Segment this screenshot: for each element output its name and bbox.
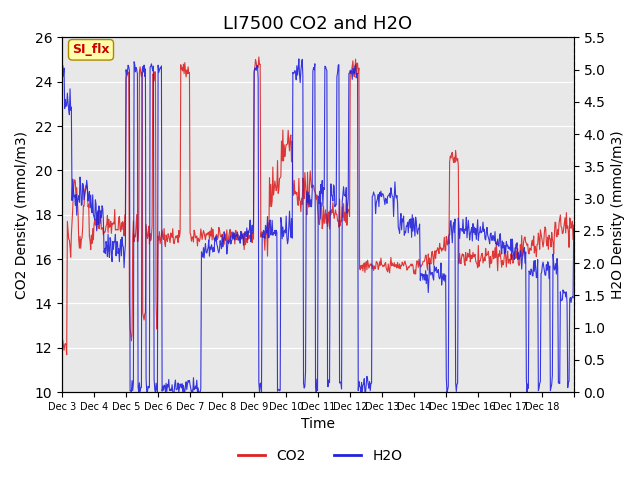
Text: SI_flx: SI_flx bbox=[72, 43, 110, 56]
Legend: CO2, H2O: CO2, H2O bbox=[232, 443, 408, 468]
X-axis label: Time: Time bbox=[301, 418, 335, 432]
Title: LI7500 CO2 and H2O: LI7500 CO2 and H2O bbox=[223, 15, 412, 33]
Y-axis label: H2O Density (mmol/m3): H2O Density (mmol/m3) bbox=[611, 131, 625, 299]
Y-axis label: CO2 Density (mmol/m3): CO2 Density (mmol/m3) bbox=[15, 131, 29, 299]
